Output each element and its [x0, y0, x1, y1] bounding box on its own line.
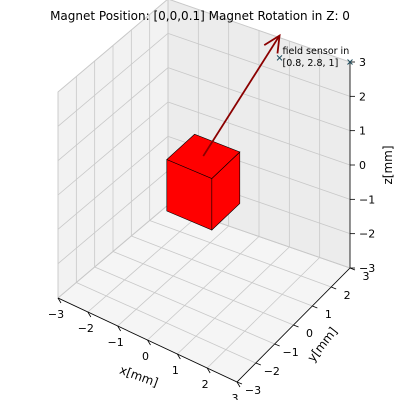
- y-tick-label: −2: [264, 365, 280, 378]
- y-tick: [331, 286, 337, 290]
- x-tick-label: 0: [142, 350, 149, 363]
- z-tick-label: 0: [359, 159, 366, 172]
- x-tick: [176, 353, 181, 360]
- y-tick: [255, 362, 261, 366]
- x-tick: [117, 325, 122, 332]
- z-tick-label: 1: [359, 125, 366, 138]
- y-tick: [236, 381, 243, 385]
- y-tick: [293, 324, 299, 328]
- grid-line: [57, 0, 168, 93]
- x-tick-label: 2: [202, 378, 209, 391]
- z-tick-label: −3: [359, 262, 375, 275]
- x-tick-label: −3: [48, 308, 64, 321]
- y-tick-label: −1: [283, 346, 299, 359]
- x-tick-label: 3: [232, 392, 239, 400]
- sensor-marker: [276, 55, 283, 61]
- y-tick: [274, 343, 280, 347]
- grid-line: [167, 32, 351, 97]
- y-tick-label: 0: [306, 327, 313, 340]
- y-tick-label: 2: [344, 289, 351, 302]
- z-tick-label: −1: [359, 193, 375, 206]
- x-tick: [87, 311, 92, 318]
- z-axis-label: z[mm]: [381, 145, 395, 184]
- sensor-annotation-line2: [0.8, 2.8, 1]: [283, 58, 339, 69]
- chart-title: Magnet Position: [0,0,0.1] Magnet Rotati…: [50, 9, 350, 23]
- x-tick-label: 1: [172, 364, 179, 377]
- magnetization-arrow: [202, 35, 281, 157]
- z-tick-label: 3: [359, 56, 366, 69]
- x-axis-label: x[mm]: [118, 363, 160, 390]
- sensor-annotation-line1: field sensor in: [283, 46, 350, 57]
- y-tick: [312, 305, 318, 309]
- grid-line: [57, 33, 169, 127]
- magnetization-arrow-head: [263, 33, 281, 54]
- y-tick-label: 3: [363, 270, 370, 283]
- z-tick-label: 2: [359, 90, 366, 103]
- y-tick-label: 1: [325, 308, 332, 321]
- x-tick-label: −2: [78, 322, 94, 335]
- data-marks: field sensor in[0.8, 2.8, 1]: [166, 33, 353, 231]
- magnet-face-top: [166, 133, 241, 179]
- grid-lines: [57, 0, 351, 383]
- x-tick: [236, 381, 241, 388]
- z-tick-label: −2: [359, 228, 375, 241]
- x-tick: [57, 297, 62, 304]
- x-tick: [147, 339, 151, 346]
- grid-line: [149, 220, 332, 288]
- grid-line: [169, 0, 351, 63]
- x-tick-label: −1: [108, 336, 124, 349]
- sensor-marker: [347, 59, 353, 65]
- y-tick-label: −3: [245, 384, 261, 397]
- x-tick: [206, 367, 211, 374]
